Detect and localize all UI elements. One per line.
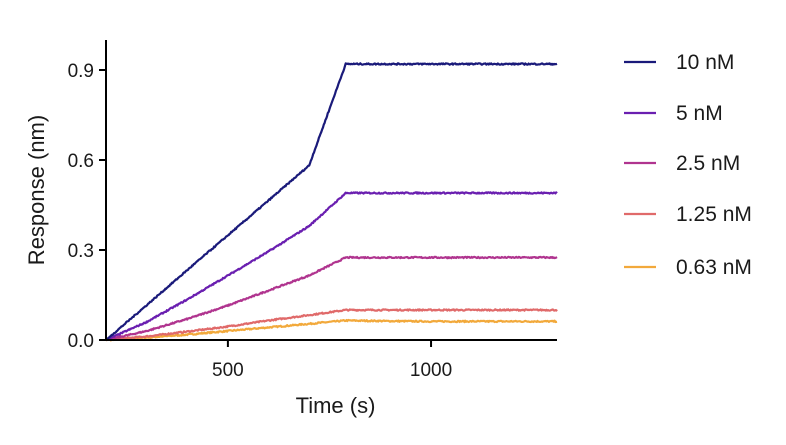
x-tick-label: 1000 xyxy=(410,360,452,381)
ticks-layer: 0.0 0.3 0.6 0.9 500 1000 xyxy=(68,61,453,381)
series-layer xyxy=(105,62,558,342)
legend-item: 5 nM xyxy=(624,102,723,125)
x-axis-label: Time (s) xyxy=(296,393,376,418)
legend-label: 0.63 nM xyxy=(676,256,752,279)
legend-item: 2.5 nM xyxy=(624,152,740,175)
series-line-2-5-nm xyxy=(105,255,558,342)
legend-item: 10 nM xyxy=(624,51,734,74)
axes-layer xyxy=(105,40,557,341)
series-line-10-nm xyxy=(105,62,558,341)
x-tick-label: 500 xyxy=(212,360,244,381)
legend-label: 1.25 nM xyxy=(676,203,752,226)
legend: 10 nM 5 nM 2.5 nM 1.25 nM 0.63 nM xyxy=(624,51,752,279)
legend-label: 10 nM xyxy=(676,51,734,74)
y-tick-label: 0.0 xyxy=(68,331,94,352)
y-tick-label: 0.6 xyxy=(68,151,94,172)
legend-label: 2.5 nM xyxy=(676,152,740,175)
series-line-5-nm xyxy=(105,191,558,341)
series-line-1-25-nm xyxy=(105,308,558,342)
y-axis-label: Response (nm) xyxy=(24,115,49,265)
legend-item: 1.25 nM xyxy=(624,203,752,226)
legend-label: 5 nM xyxy=(676,102,723,125)
legend-item: 0.63 nM xyxy=(624,256,752,279)
series-line-0-63-nm xyxy=(105,318,558,342)
y-tick-label: 0.3 xyxy=(68,241,94,262)
y-tick-label: 0.9 xyxy=(68,61,94,82)
